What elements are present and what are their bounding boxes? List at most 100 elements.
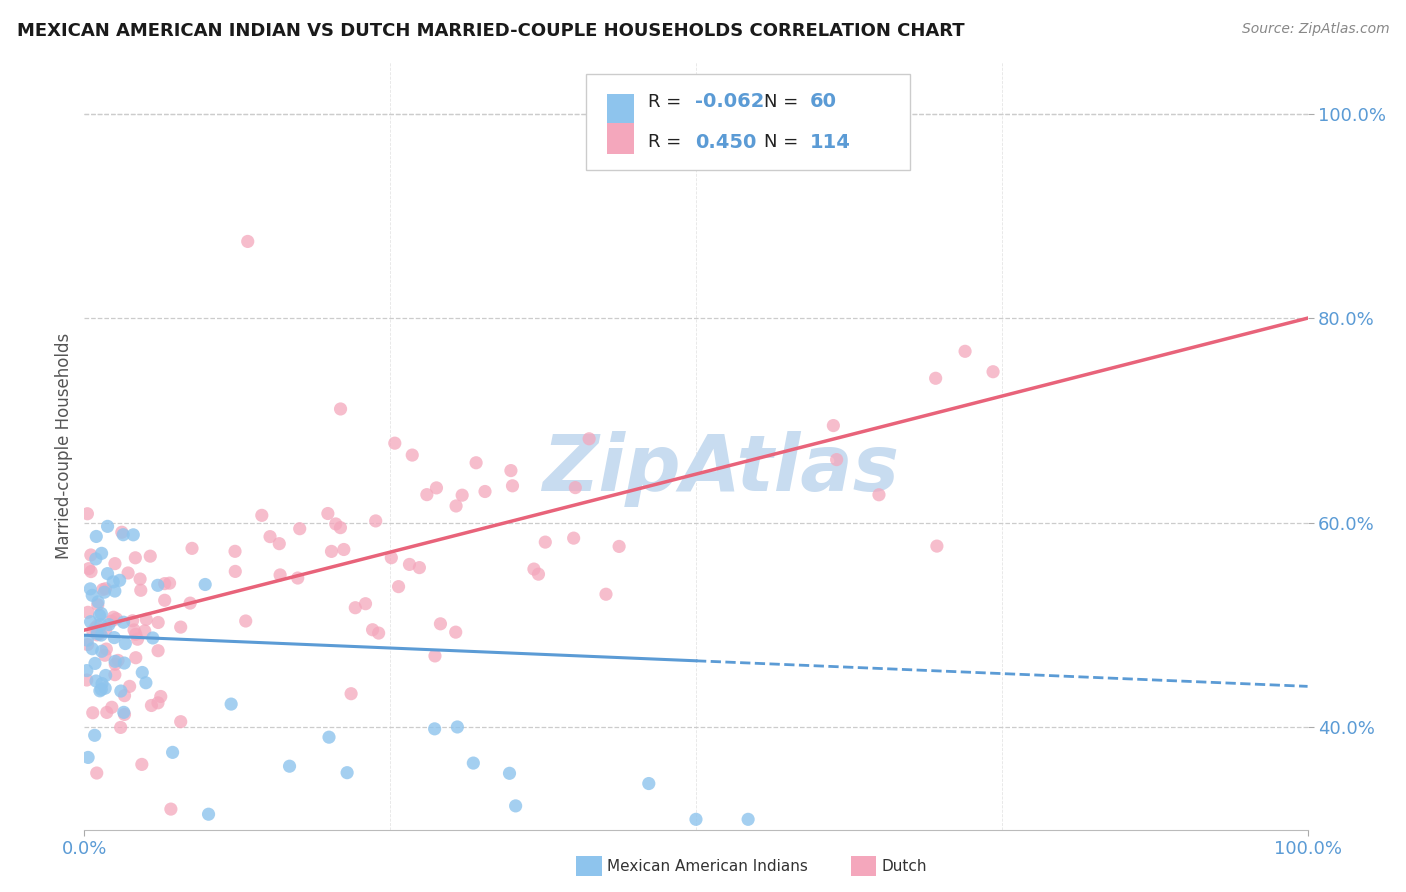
Point: [90, 682, 112, 697]
Point: [135, 675, 157, 690]
Point: [94, 582, 117, 596]
Point: [125, 650, 148, 665]
Point: [340, 687, 363, 701]
Point: [105, 612, 128, 626]
Point: [76, 633, 98, 648]
Point: [141, 698, 163, 713]
Point: [79, 582, 101, 596]
Point: [153, 576, 176, 591]
Point: [114, 636, 136, 650]
Point: [90, 617, 112, 632]
Point: [108, 574, 131, 588]
Point: [122, 528, 145, 542]
Point: [534, 535, 557, 549]
Point: [122, 623, 145, 637]
Point: [498, 766, 520, 780]
Point: [76, 638, 98, 652]
Point: [219, 697, 242, 711]
Point: [103, 610, 125, 624]
Point: [825, 452, 848, 467]
Point: [97, 519, 120, 533]
Point: [408, 560, 430, 574]
Point: [416, 488, 439, 502]
Point: [953, 344, 976, 359]
Point: [499, 464, 522, 478]
Text: Source: ZipAtlas.com: Source: ZipAtlas.com: [1241, 22, 1389, 37]
Point: [429, 616, 451, 631]
Point: [361, 623, 384, 637]
Point: [111, 525, 134, 540]
Point: [79, 615, 101, 629]
Point: [269, 536, 291, 550]
Point: [104, 667, 127, 681]
Point: [444, 499, 467, 513]
Point: [146, 615, 169, 630]
Point: [84, 529, 107, 543]
Point: [112, 615, 135, 630]
Point: [562, 531, 585, 545]
Point: [84, 657, 107, 671]
Point: [336, 765, 359, 780]
Point: [96, 566, 118, 581]
Point: [364, 514, 387, 528]
Point: [321, 544, 343, 558]
Point: [82, 588, 104, 602]
Text: 114: 114: [810, 133, 851, 152]
Point: [607, 540, 630, 554]
Point: [401, 448, 423, 462]
Point: [179, 596, 201, 610]
Point: [77, 605, 100, 619]
Point: [104, 657, 127, 672]
Point: [124, 550, 146, 565]
Point: [146, 643, 169, 657]
Point: [235, 614, 257, 628]
Point: [250, 508, 273, 523]
Point: [425, 481, 447, 495]
Point: [104, 654, 127, 668]
Point: [90, 546, 112, 560]
Point: [89, 626, 111, 640]
Point: [153, 593, 176, 607]
Point: [112, 706, 135, 720]
Point: [104, 557, 127, 571]
Point: [224, 565, 246, 579]
Point: [114, 707, 136, 722]
Point: [685, 813, 707, 827]
Point: [87, 595, 110, 609]
Point: [278, 759, 301, 773]
Point: [131, 757, 153, 772]
Point: [117, 566, 139, 580]
Point: [118, 679, 141, 693]
Point: [76, 673, 98, 687]
Text: -0.062: -0.062: [695, 92, 763, 112]
Point: [107, 653, 129, 667]
Text: ZipAtlas: ZipAtlas: [541, 431, 898, 507]
Point: [121, 614, 143, 628]
Point: [135, 612, 157, 626]
Point: [96, 642, 118, 657]
Point: [110, 684, 132, 698]
Point: [84, 673, 107, 688]
Point: [146, 578, 169, 592]
Text: N =: N =: [765, 133, 804, 151]
Point: [90, 607, 112, 621]
Point: [103, 574, 125, 589]
Point: [110, 720, 132, 734]
Point: [981, 365, 1004, 379]
Point: [224, 544, 246, 558]
Point: [80, 548, 103, 562]
Point: [380, 550, 402, 565]
Point: [94, 648, 117, 663]
Point: [316, 507, 339, 521]
Point: [127, 632, 149, 647]
Point: [423, 722, 446, 736]
Point: [197, 807, 219, 822]
FancyBboxPatch shape: [586, 74, 910, 169]
Point: [146, 696, 169, 710]
Point: [637, 776, 659, 790]
Point: [97, 617, 120, 632]
Point: [112, 527, 135, 541]
FancyBboxPatch shape: [606, 123, 634, 154]
Point: [86, 619, 108, 633]
Point: [463, 756, 485, 770]
